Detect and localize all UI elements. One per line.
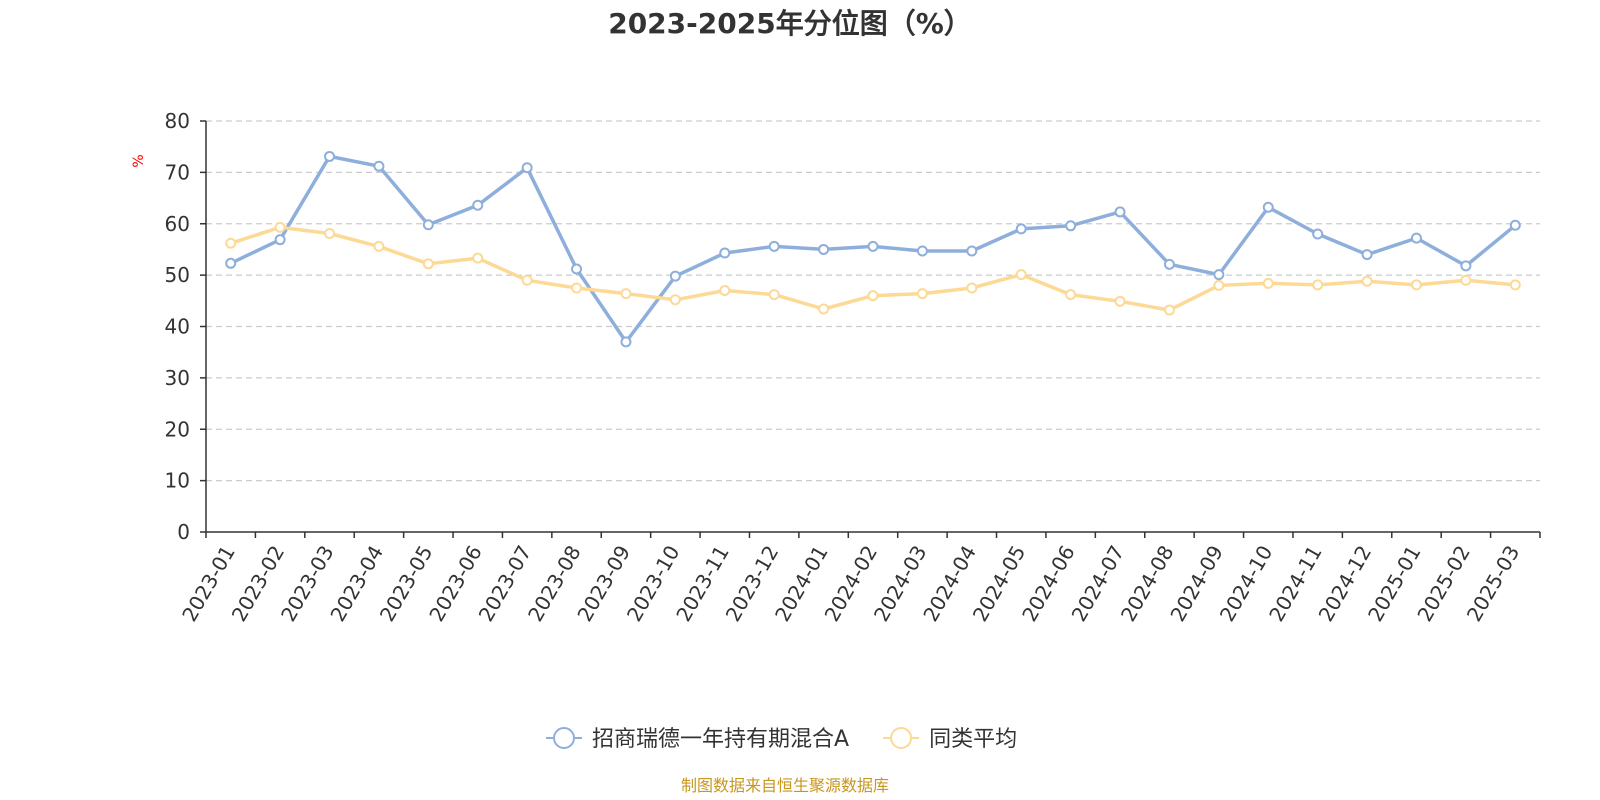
data-point: [1213, 269, 1225, 281]
data-point: [1015, 269, 1027, 281]
data-point: [472, 199, 484, 211]
data-point: [1361, 249, 1373, 261]
data-point: [373, 160, 385, 172]
data-point: [1312, 228, 1324, 240]
data-point: [225, 237, 237, 249]
data-point: [1114, 295, 1126, 307]
data-point: [324, 150, 336, 162]
data-point: [867, 290, 879, 302]
data-point: [373, 240, 385, 252]
y-tick-label: 30: [165, 366, 190, 390]
data-point: [1460, 274, 1472, 286]
legend[interactable]: 招商瑞德一年持有期混合A 同类平均: [546, 727, 1017, 752]
legend-item-2[interactable]: 同类平均: [883, 727, 1017, 752]
data-point: [274, 234, 286, 246]
y-tick-label: 20: [165, 417, 190, 441]
data-point: [1410, 232, 1422, 244]
y-tick-label: 80: [165, 109, 190, 133]
data-point: [225, 257, 237, 269]
data-point: [1509, 219, 1521, 231]
legend-item-1[interactable]: 招商瑞德一年持有期混合A: [546, 727, 849, 752]
series-1: [225, 150, 1521, 348]
data-point: [867, 240, 879, 252]
data-point: [669, 294, 681, 306]
data-point: [966, 282, 978, 294]
y-tick-label: 50: [165, 263, 190, 287]
y-tick-label: 70: [165, 160, 190, 184]
legend-swatch-marker: [553, 727, 575, 749]
data-point: [1361, 275, 1373, 287]
data-point: [1509, 279, 1521, 291]
data-point: [1460, 260, 1472, 272]
y-tick-label: 40: [165, 315, 190, 339]
data-point: [916, 288, 928, 300]
grid-lines: [206, 120, 1540, 482]
legend-label: 招商瑞德一年持有期混合A: [592, 727, 849, 752]
data-point: [620, 288, 632, 300]
y-axis-unit: %: [131, 154, 147, 167]
data-point: [422, 258, 434, 270]
chart-title: 2023-2025年分位图（%）: [608, 7, 972, 40]
data-point: [916, 245, 928, 257]
axes: 010203040506070802023-012023-022023-0320…: [165, 109, 1541, 626]
data-point: [1410, 279, 1422, 291]
data-point: [521, 162, 533, 174]
data-point: [571, 282, 583, 294]
data-point: [719, 285, 731, 297]
data-point: [1262, 277, 1274, 289]
data-point: [818, 303, 830, 315]
data-point: [768, 289, 780, 301]
data-point: [521, 274, 533, 286]
data-point: [1213, 279, 1225, 291]
y-tick-label: 60: [165, 212, 190, 236]
data-point: [324, 228, 336, 240]
series-layer: [225, 150, 1521, 348]
legend-swatch-marker: [890, 727, 913, 749]
data-point: [1015, 223, 1027, 235]
data-point: [472, 252, 484, 264]
data-point: [571, 263, 583, 275]
data-point: [1163, 258, 1175, 270]
legend-label: 同类平均: [929, 727, 1017, 752]
data-point: [1114, 206, 1126, 218]
data-point: [274, 221, 286, 233]
y-tick-label: 0: [177, 520, 190, 544]
data-point: [669, 270, 681, 282]
data-point: [1065, 289, 1077, 301]
data-point: [1262, 201, 1274, 213]
source-note: 制图数据来自恒生聚源数据库: [681, 776, 889, 795]
data-point: [1065, 220, 1077, 232]
data-point: [966, 245, 978, 257]
data-point: [422, 219, 434, 231]
data-point: [768, 240, 780, 252]
series-2: [225, 221, 1521, 316]
data-point: [719, 247, 731, 259]
data-point: [818, 243, 830, 255]
data-point: [1312, 279, 1324, 291]
y-tick-label: 10: [165, 469, 190, 493]
data-point: [620, 336, 632, 348]
data-point: [1163, 304, 1175, 316]
